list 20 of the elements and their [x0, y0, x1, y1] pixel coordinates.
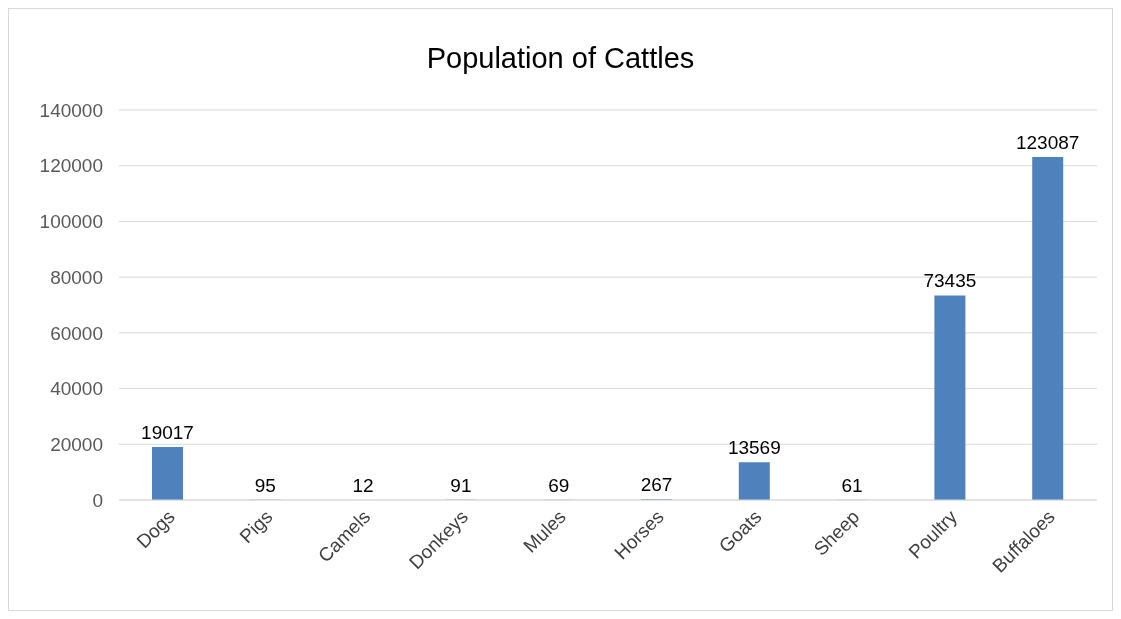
y-tick-label: 120000 [39, 155, 103, 177]
data-label: 19017 [141, 422, 194, 444]
y-tick-label: 0 [92, 489, 103, 511]
data-label: 13569 [727, 437, 781, 459]
chart-title: Population of Cattles [425, 42, 696, 75]
data-label: 123087 [1016, 132, 1080, 154]
y-tick-label: 60000 [50, 322, 103, 344]
data-label: 73435 [923, 270, 977, 292]
y-tick-label: 20000 [50, 434, 103, 456]
data-label: 69 [548, 474, 570, 496]
y-tick-label: 100000 [39, 211, 103, 233]
data-label: 267 [640, 474, 673, 496]
data-label: 95 [254, 474, 276, 496]
y-tick-label: 80000 [50, 266, 103, 288]
data-label: 12 [352, 474, 374, 496]
data-label: 61 [841, 474, 863, 496]
y-tick-label: 140000 [39, 99, 103, 121]
x-tick-label: Pigs [235, 505, 277, 547]
y-tick-label: 40000 [50, 378, 103, 400]
data-label: 91 [450, 474, 472, 496]
